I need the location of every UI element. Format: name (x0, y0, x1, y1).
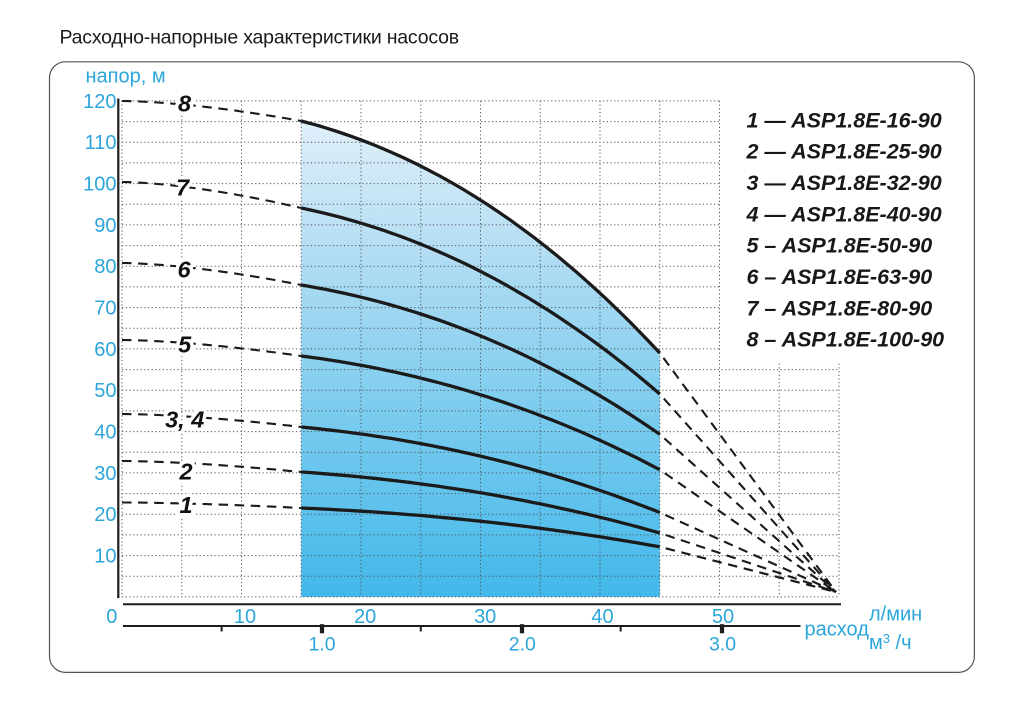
svg-text:30: 30 (474, 606, 496, 628)
svg-text:2 — ASP1.8E-25-90: 2 — ASP1.8E-25-90 (746, 140, 942, 164)
svg-text:70: 70 (94, 298, 116, 320)
svg-text:8 – ASP1.8E-100-90: 8 – ASP1.8E-100-90 (747, 328, 945, 352)
svg-text:50: 50 (94, 380, 116, 402)
svg-text:20: 20 (354, 606, 376, 628)
svg-text:2: 2 (178, 459, 192, 485)
svg-text:100: 100 (83, 174, 116, 196)
svg-text:1: 1 (179, 492, 192, 518)
svg-text:6: 6 (177, 257, 191, 283)
svg-text:10: 10 (234, 606, 256, 628)
svg-text:5: 5 (178, 332, 192, 358)
svg-text:10: 10 (94, 546, 116, 568)
svg-text:3 — ASP1.8E-32-90: 3 — ASP1.8E-32-90 (747, 171, 942, 195)
svg-text:1.0: 1.0 (308, 634, 335, 656)
svg-text:расход: расход (805, 619, 870, 641)
svg-text:1 — ASP1.8E-16-90: 1 — ASP1.8E-16-90 (747, 108, 942, 132)
svg-text:напор, м: напор, м (86, 66, 166, 88)
svg-text:л/мин: л/мин (869, 603, 922, 625)
svg-text:40: 40 (94, 422, 116, 444)
svg-text:2.0: 2.0 (509, 634, 536, 656)
svg-text:120: 120 (83, 91, 116, 113)
svg-text:0: 0 (106, 606, 117, 628)
svg-text:20: 20 (94, 504, 116, 526)
svg-text:30: 30 (94, 463, 116, 485)
svg-text:80: 80 (94, 256, 116, 278)
svg-text:7 – ASP1.8E-80-90: 7 – ASP1.8E-80-90 (747, 296, 933, 320)
svg-text:6 – ASP1.8E-63-90: 6 – ASP1.8E-63-90 (747, 265, 933, 289)
svg-text:Расходно-напорные характеристи: Расходно-напорные характеристики насосов (60, 27, 459, 49)
svg-text:110: 110 (85, 132, 117, 154)
svg-text:7: 7 (176, 174, 190, 200)
svg-text:4 — ASP1.8E-40-90: 4 — ASP1.8E-40-90 (746, 202, 942, 226)
svg-text:60: 60 (94, 339, 116, 361)
svg-text:8: 8 (178, 91, 192, 117)
svg-text:м3 /ч: м3 /ч (869, 631, 912, 654)
svg-text:90: 90 (94, 215, 116, 237)
svg-text:5 – ASP1.8E-50-90: 5 – ASP1.8E-50-90 (747, 234, 933, 258)
svg-text:50: 50 (712, 606, 734, 628)
svg-text:40: 40 (591, 606, 613, 628)
svg-text:3.0: 3.0 (709, 634, 736, 656)
svg-text:3, 4: 3, 4 (165, 407, 204, 433)
